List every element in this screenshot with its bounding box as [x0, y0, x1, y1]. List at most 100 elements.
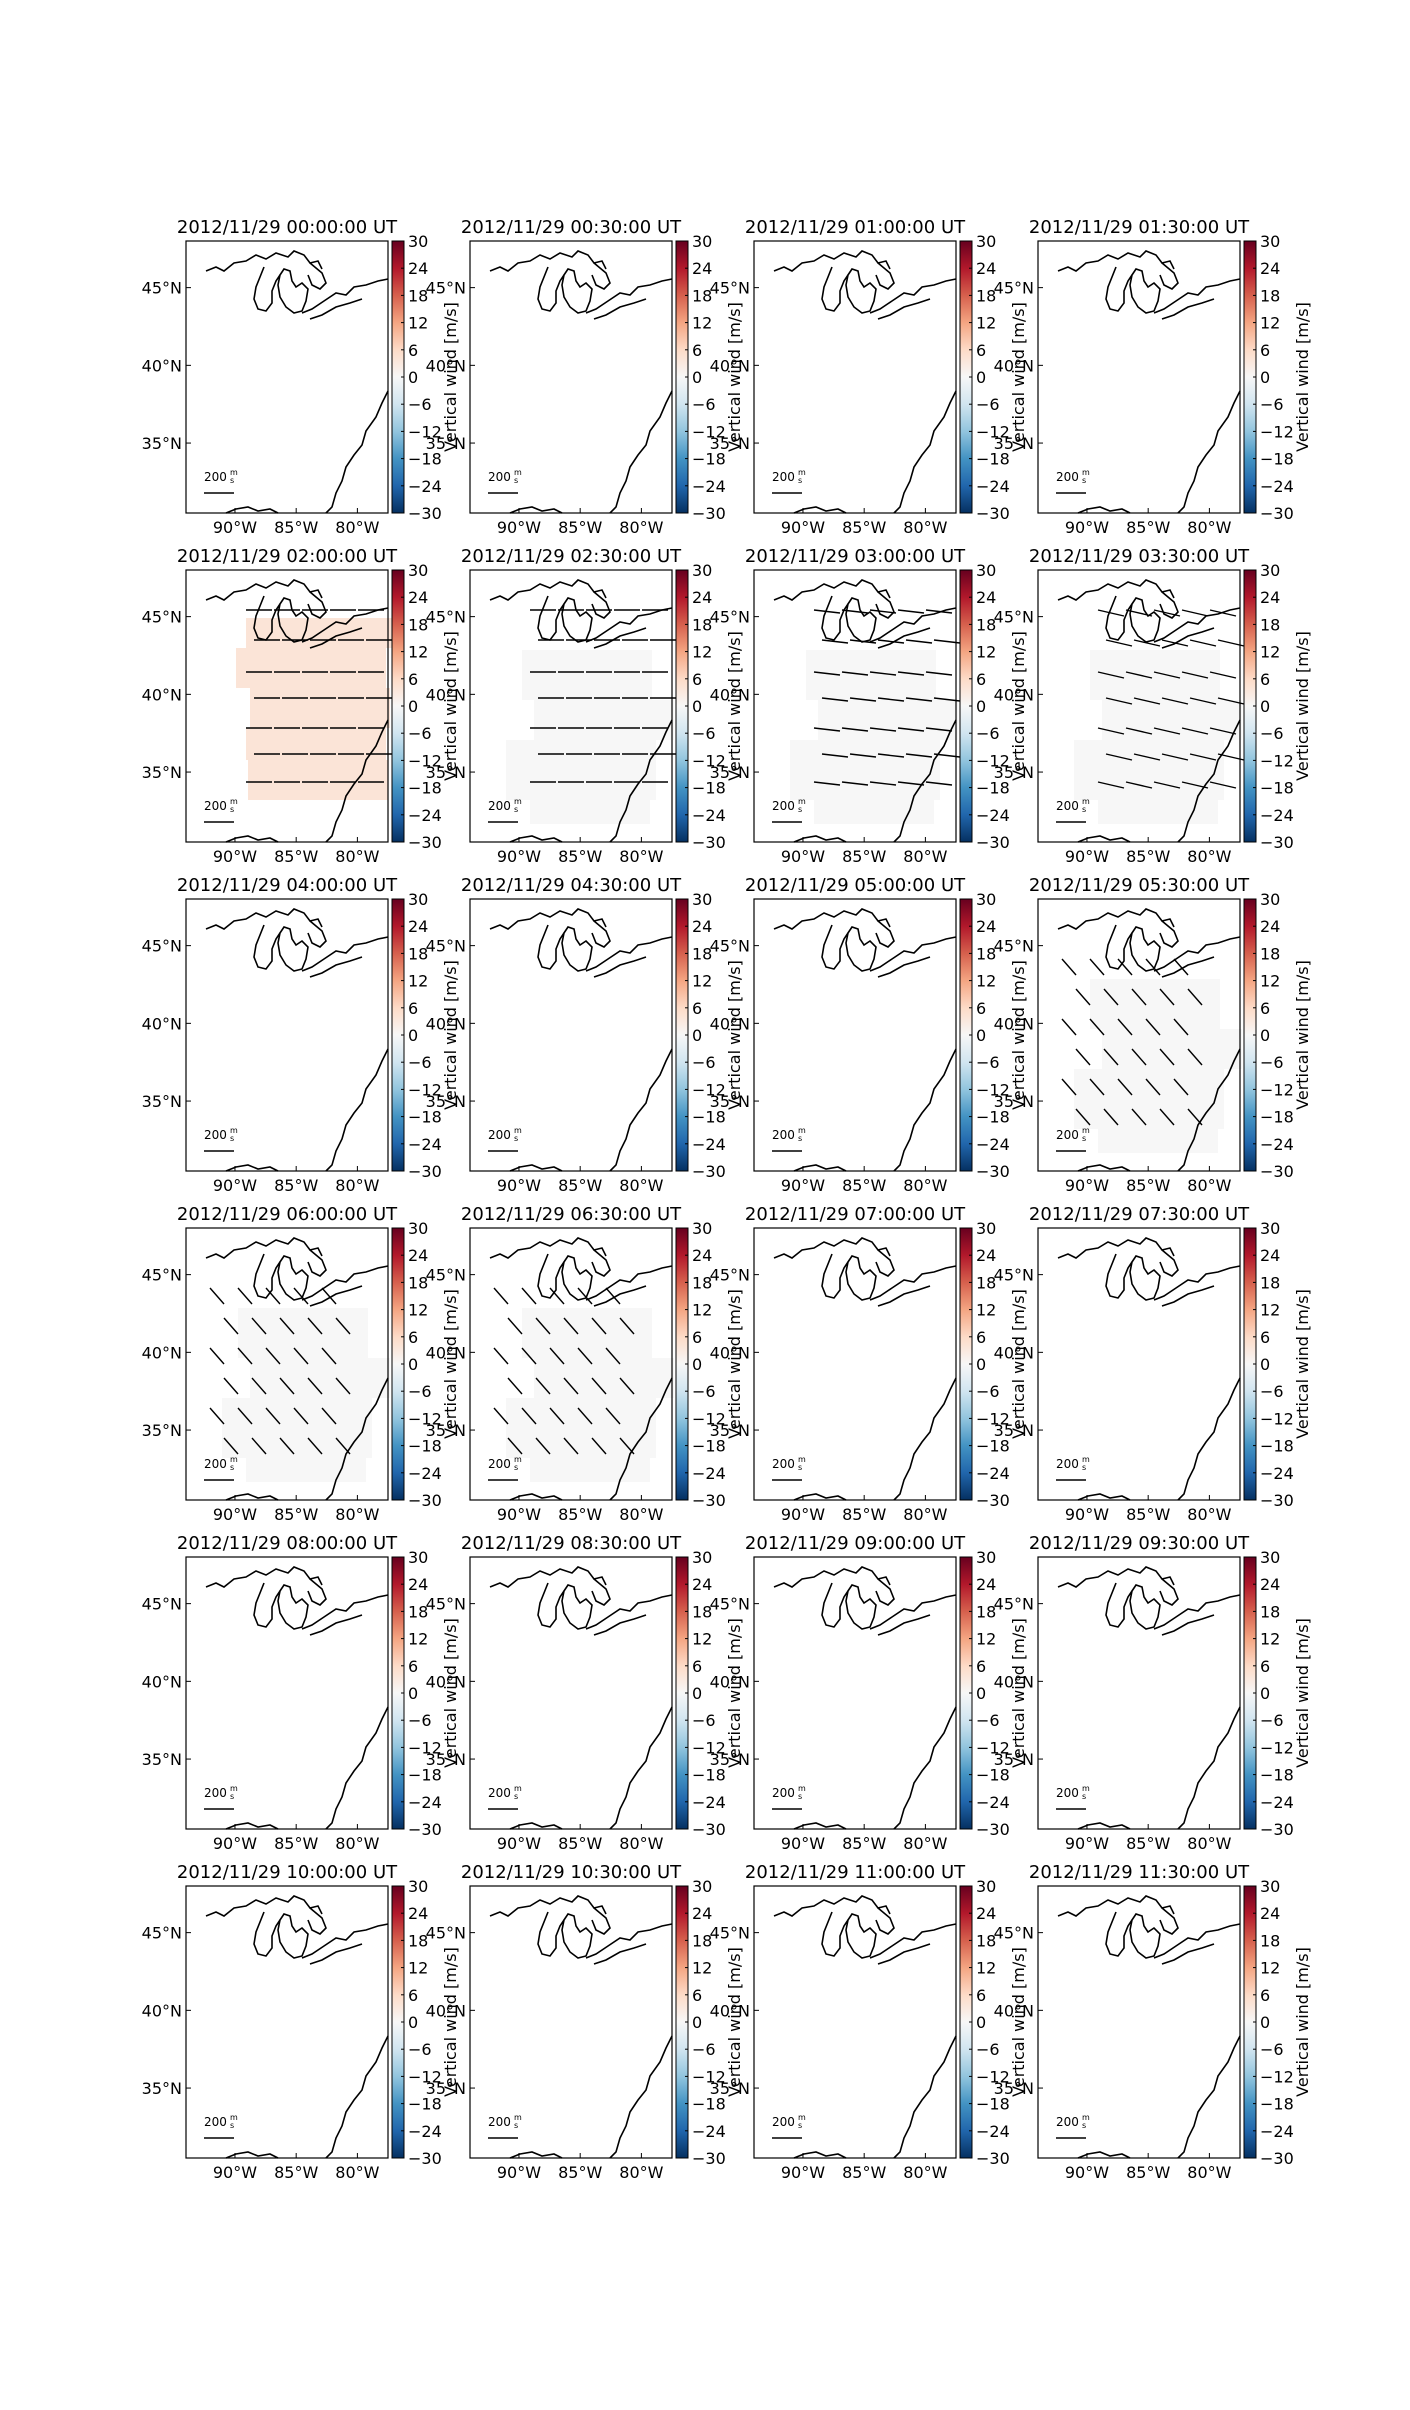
- wind-vector: [605, 1347, 621, 1365]
- colorbar-tick-label: 24: [1260, 1575, 1280, 1594]
- colorbar-label: Vertical wind [m/s]: [1009, 1618, 1028, 1768]
- wind-vector: [605, 1287, 621, 1305]
- coastline: [869, 1594, 957, 1630]
- map-frame: [753, 1227, 957, 1501]
- coastline: [591, 1907, 611, 1935]
- colorbar-tick-label: 0: [976, 2013, 986, 2032]
- colorbar-tick-label: 0: [408, 1684, 418, 1703]
- map-frame: [469, 1556, 673, 1830]
- wind-vector: [841, 609, 869, 614]
- lat-label: 35°N: [142, 1092, 182, 1111]
- scale-label: 200: [488, 1457, 511, 1471]
- colorbar-tick-label: −30: [692, 1820, 726, 1839]
- colorbar-tick-label: 6: [692, 1657, 702, 1676]
- lon-label: 90°W: [497, 1505, 541, 1524]
- panel-title: 2012/11/29 09:00:00 UT: [745, 1533, 966, 1554]
- wind-vector: [507, 1317, 523, 1335]
- coastline: [845, 1913, 877, 1959]
- colorbar-tick-label: 30: [692, 1219, 712, 1238]
- coastline: [1057, 1895, 1175, 1917]
- wind-vector: [1089, 1078, 1105, 1096]
- colorbar-tick-label: −18: [692, 2095, 726, 2114]
- coastline: [1177, 2035, 1241, 2159]
- colorbar-tick-label: 6: [976, 1986, 986, 2005]
- colorbar-tick-label: 12: [1260, 1301, 1280, 1320]
- lat-label: 45°N: [994, 1924, 1034, 1943]
- wind-vector: [1159, 988, 1175, 1006]
- coastline: [821, 1582, 849, 1628]
- panel-title: 2012/11/29 08:30:00 UT: [461, 1533, 682, 1554]
- colorbar-tick-label: 12: [976, 1301, 996, 1320]
- lon-label: 85°W: [558, 1505, 602, 1524]
- lon-label: 90°W: [1065, 1505, 1109, 1524]
- lat-label: 45°N: [710, 937, 750, 956]
- colorbar-tick-label: 30: [1260, 1877, 1280, 1896]
- colorbar-tick-label: −24: [976, 806, 1010, 825]
- field-cell: [530, 796, 650, 824]
- coastline: [561, 1913, 593, 1959]
- wind-vector: [1153, 781, 1181, 789]
- colorbar-tick-label: −12: [1260, 1738, 1294, 1757]
- wind-vector: [535, 1377, 551, 1395]
- colorbar-tick-label: 18: [692, 1602, 712, 1621]
- lon-label: 90°W: [781, 518, 825, 537]
- wind-vector: [1061, 1078, 1077, 1096]
- lat-label: 40°N: [994, 1672, 1034, 1691]
- scale-unit-bottom: s: [1082, 476, 1086, 485]
- coastline: [253, 1911, 281, 1957]
- colorbar-tick-label: −12: [976, 1080, 1010, 1099]
- map-frame: [1037, 1227, 1241, 1501]
- map-panel: 2012/11/29 08:30:00 UT 200 ms 90°W 85°W 80°W 4…: [426, 1533, 744, 1853]
- panel-title: 2012/11/29 04:00:00 UT: [177, 875, 398, 896]
- colorbar-tick-label: 0: [976, 1026, 986, 1045]
- lat-label: 35°N: [426, 1421, 466, 1440]
- lat-label: 45°N: [994, 279, 1034, 298]
- lon-label: 90°W: [213, 1834, 257, 1853]
- lat-label: 35°N: [426, 1092, 466, 1111]
- colorbar-tick-label: 6: [692, 341, 702, 360]
- scale-unit-top: m: [1082, 797, 1090, 806]
- coastline: [585, 1594, 673, 1630]
- colorbar-tick-label: −18: [408, 1766, 442, 1785]
- coastline: [205, 1237, 323, 1259]
- scale-unit-bottom: s: [798, 476, 802, 485]
- panel-title: 2012/11/29 00:30:00 UT: [461, 217, 682, 238]
- colorbar-tick-label: 0: [408, 368, 418, 387]
- lat-label: 40°N: [426, 356, 466, 375]
- wind-vector: [591, 1437, 607, 1455]
- map-frame: [185, 1227, 389, 1501]
- colorbar-tick-label: −24: [408, 1135, 442, 1154]
- colorbar-tick-label: −30: [408, 504, 442, 523]
- map-frame: [469, 898, 673, 1172]
- map-panel: 2012/11/29 06:30:00 UT 200 ms 90°W 85°W 80°W 4…: [426, 1204, 744, 1524]
- lat-label: 40°N: [426, 2001, 466, 2020]
- colorbar-tick-label: −6: [692, 724, 716, 743]
- colorbar-tick-label: −18: [1260, 1108, 1294, 1127]
- lat-label: 35°N: [994, 1750, 1034, 1769]
- colorbar-tick-label: −30: [976, 504, 1010, 523]
- panel-title: 2012/11/29 09:30:00 UT: [1029, 1533, 1250, 1554]
- coastline: [225, 1164, 279, 1172]
- lon-label: 90°W: [213, 847, 257, 866]
- wind-vector: [1089, 958, 1105, 976]
- scale-unit-top: m: [230, 797, 238, 806]
- coastline: [793, 1164, 847, 1172]
- lon-label: 85°W: [842, 847, 886, 866]
- coastline: [205, 1895, 323, 1917]
- lat-label: 45°N: [994, 608, 1034, 627]
- scale-unit-bottom: s: [798, 805, 802, 814]
- colorbar-tick-label: −6: [976, 1053, 1000, 1072]
- lat-label: 45°N: [994, 1266, 1034, 1285]
- wind-vector: [493, 1287, 509, 1305]
- scale-unit-top: m: [514, 797, 522, 806]
- wind-vector: [925, 727, 953, 732]
- scale-unit-bottom: s: [230, 476, 234, 485]
- lon-label: 85°W: [1126, 1505, 1170, 1524]
- coastline: [309, 1285, 363, 1307]
- colorbar-tick-label: 18: [1260, 1931, 1280, 1950]
- coastline: [1129, 926, 1161, 972]
- colorbar-label: Vertical wind [m/s]: [1009, 302, 1028, 452]
- wind-vector: [279, 1317, 295, 1335]
- wind-vector: [521, 1407, 537, 1425]
- lon-label: 90°W: [781, 847, 825, 866]
